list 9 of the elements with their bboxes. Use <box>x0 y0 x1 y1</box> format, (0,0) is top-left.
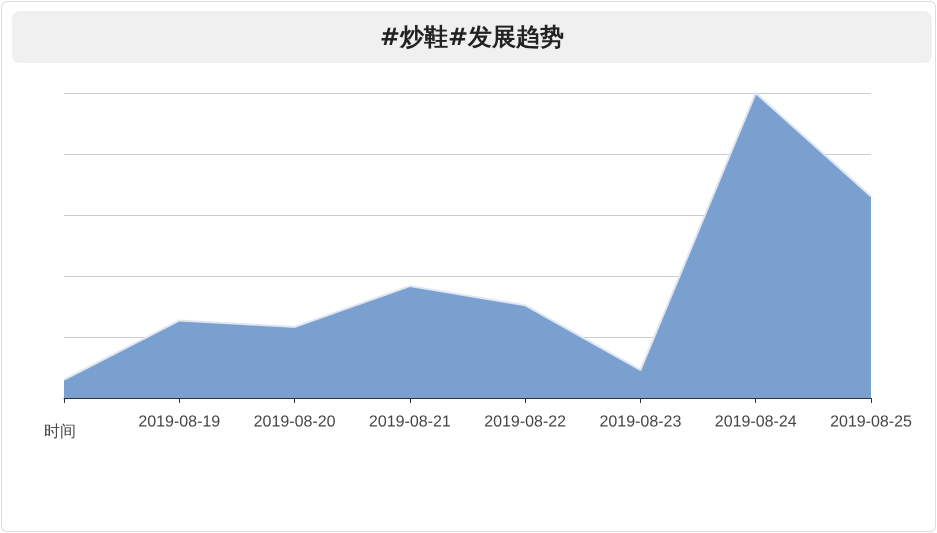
x-tick-label: 2019-08-25 <box>830 414 912 430</box>
x-tick-label: 2019-08-23 <box>600 414 682 430</box>
x-tick-label: 2019-08-24 <box>714 414 797 430</box>
x-tick-label: 2019-08-21 <box>368 414 451 430</box>
x-tick-label: 2019-08-19 <box>138 414 220 430</box>
x-tick-label: 2019-08-22 <box>484 414 566 430</box>
x-axis-title: 时间 <box>44 422 76 440</box>
chart-title: #炒鞋#发展趋势 <box>12 11 932 63</box>
x-tick-label: 2019-08-20 <box>254 414 336 430</box>
